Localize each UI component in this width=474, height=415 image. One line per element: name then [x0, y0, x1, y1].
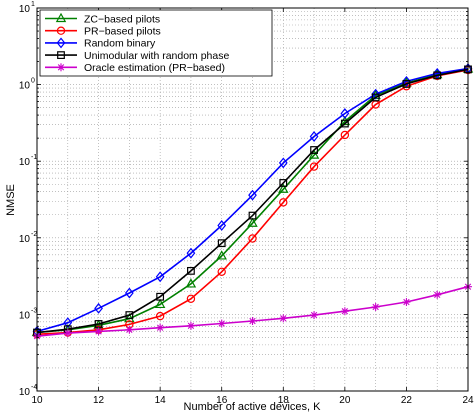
data-point — [94, 302, 103, 314]
data-point — [94, 327, 103, 336]
data-point — [63, 329, 72, 338]
data-point — [217, 239, 226, 248]
legend-label: Oracle estimation (PR−based) — [84, 62, 225, 74]
y-tick-exponent: 1 — [31, 1, 35, 8]
data-point — [340, 107, 350, 119]
data-point — [217, 267, 226, 276]
data-point — [155, 311, 165, 321]
x-tick-label: 20 — [339, 395, 351, 406]
data-point — [247, 217, 258, 227]
series-line — [36, 67, 469, 333]
legend-marker — [55, 12, 67, 23]
data-point — [248, 211, 257, 220]
data-point — [248, 317, 257, 326]
legend-entry-5: Oracle estimation (PR−based) — [45, 62, 225, 74]
y-tick-exponent: 0 — [31, 78, 35, 85]
x-tick-label: 16 — [216, 395, 228, 406]
data-point — [248, 234, 257, 243]
legend-marker — [57, 63, 65, 72]
data-point — [278, 157, 288, 169]
y-tick-exponent: -1 — [31, 154, 37, 161]
series-line — [36, 68, 469, 334]
data-point — [186, 294, 196, 303]
data-point — [371, 93, 380, 102]
data-point — [371, 302, 380, 311]
x-tick-label: 10 — [31, 395, 43, 406]
x-tick-label: 24 — [462, 395, 474, 406]
data-point — [309, 162, 319, 171]
y-tick-exponent: -4 — [31, 384, 37, 391]
legend-entry-4: Unimodular with random phase — [45, 50, 229, 62]
x-tick-label: 14 — [155, 395, 167, 406]
data-point — [309, 131, 319, 142]
data-point — [156, 292, 165, 301]
legend-marker — [56, 26, 66, 35]
data-point — [248, 189, 257, 201]
y-tick-exponent: -2 — [31, 231, 37, 238]
data-point — [279, 314, 288, 323]
legend-entry-1: ZC−based pilots — [45, 12, 160, 25]
data-point — [433, 71, 442, 80]
data-point — [340, 119, 349, 128]
data-point — [340, 130, 350, 140]
legend-label: Random binary — [84, 38, 156, 50]
plot-frame — [36, 7, 469, 392]
legend-marker — [56, 37, 66, 49]
data-point — [217, 219, 227, 231]
y-tick-label: 10 — [19, 310, 31, 321]
data-point — [217, 319, 226, 328]
legend-entry-2: PR−based pilots — [45, 26, 161, 38]
legend-label: PR−based pilots — [84, 26, 161, 38]
data-point — [402, 80, 411, 88]
legend-label: Unimodular with random phase — [84, 50, 229, 62]
data-point — [155, 271, 165, 283]
y-tick-label: 10 — [19, 81, 31, 92]
series-line — [36, 69, 469, 336]
x-tick-label: 12 — [93, 395, 105, 406]
data-point — [433, 290, 442, 299]
data-point — [185, 278, 197, 288]
legend-label: ZC−based pilots — [84, 13, 160, 25]
data-point — [63, 317, 73, 329]
data-point — [125, 325, 134, 334]
data-point — [94, 320, 103, 328]
data-point — [310, 146, 318, 154]
x-tick-label: 18 — [278, 395, 290, 406]
data-point — [402, 75, 411, 87]
data-point — [308, 149, 320, 159]
data-point — [154, 298, 166, 309]
data-point — [187, 266, 195, 275]
y-tick-label: 10 — [19, 157, 31, 168]
x-axis-label: Number of active devices, K — [184, 401, 322, 413]
legend-box — [39, 9, 273, 77]
data-point — [125, 311, 134, 319]
legend-marker — [57, 51, 65, 59]
data-point — [124, 287, 134, 299]
data-point — [340, 307, 349, 316]
series-4 — [33, 65, 472, 337]
data-point — [402, 298, 411, 307]
x-tick-label: 22 — [401, 395, 413, 406]
data-point — [186, 247, 196, 259]
y-tick-label: 10 — [19, 4, 31, 15]
data-point — [371, 88, 381, 100]
data-point — [156, 323, 165, 332]
y-tick-label: 10 — [19, 387, 31, 398]
y-axis-label: NMSE — [5, 184, 17, 216]
data-point — [278, 183, 289, 193]
y-tick-exponent: -3 — [31, 307, 37, 314]
data-point — [216, 250, 227, 260]
data-point — [279, 198, 288, 207]
data-point — [186, 321, 195, 330]
data-point — [279, 179, 288, 187]
data-point — [310, 311, 319, 320]
y-tick-label: 10 — [19, 234, 31, 245]
series-line — [36, 68, 469, 334]
legend-entry-3: Random binary — [45, 37, 156, 50]
